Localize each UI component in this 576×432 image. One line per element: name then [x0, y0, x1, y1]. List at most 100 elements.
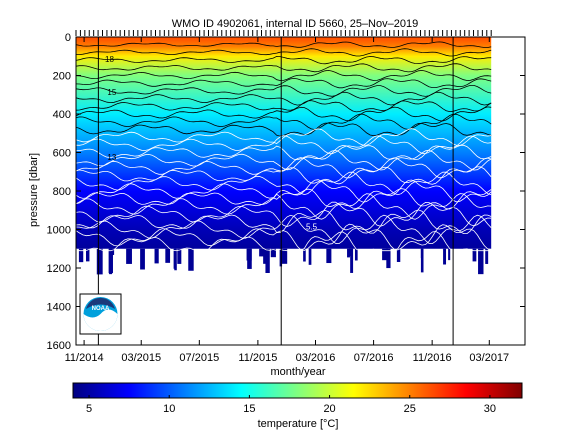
- x-axis-label: month/year: [270, 366, 325, 378]
- y-tick-label: 1000: [47, 225, 71, 237]
- svg-text:NOAA: NOAA: [92, 306, 110, 312]
- isotherm-line: [76, 85, 492, 97]
- colorbar-tick-label: 5: [86, 403, 92, 415]
- isotherm-line: [76, 41, 492, 48]
- x-tick-label: 03/2015: [121, 352, 161, 364]
- deep-profile: [396, 248, 401, 262]
- deep-profile: [485, 248, 489, 264]
- deep-profile: [350, 248, 354, 273]
- x-tick-label: 07/2016: [354, 352, 394, 364]
- colorbar-scale: [72, 382, 523, 399]
- section-fill: [76, 37, 492, 249]
- contour-label: 13: [107, 153, 116, 162]
- y-tick-label: 400: [53, 109, 71, 121]
- deep-profile: [472, 248, 477, 262]
- deep-profile: [188, 248, 194, 271]
- deep-profile: [443, 248, 447, 265]
- profile-tick-marks: [75, 30, 492, 36]
- isotherm-line: [76, 171, 492, 196]
- deep-profile: [96, 248, 103, 275]
- isotherm-line: [76, 157, 492, 179]
- contour-labels: 18 15 13 5.5: [105, 55, 318, 231]
- deep-profile: [126, 248, 132, 264]
- colorbar: 5 10 15 20 25 30 temperature [°C]: [72, 382, 523, 430]
- deep-profile: [308, 248, 312, 265]
- isotherm-line: [76, 223, 492, 251]
- deep-profile: [382, 248, 388, 261]
- deep-profile: [354, 248, 358, 261]
- colorbar-tick-label: 20: [323, 403, 335, 415]
- isotherm-line: [76, 91, 492, 106]
- y-axis: 0 200 400 600 800 1000 1200 1400 1600: [47, 32, 525, 352]
- isotherm-line: [76, 179, 492, 203]
- x-tick-label: 03/2016: [296, 352, 336, 364]
- isotherm-line: [76, 209, 492, 234]
- temperature-section: [76, 37, 492, 275]
- y-tick-label: 1600: [47, 340, 71, 352]
- isotherm-line: [76, 128, 492, 146]
- deep-profile: [448, 248, 451, 261]
- deep-profile: [265, 248, 270, 273]
- deep-profile: [478, 248, 484, 275]
- isotherm-line: [76, 113, 492, 130]
- y-tick-label: 800: [53, 186, 71, 198]
- isotherm-line: [76, 100, 492, 113]
- deep-profile: [420, 248, 424, 273]
- y-tick-label: 0: [65, 32, 71, 44]
- isotherm-line: [76, 63, 492, 73]
- deep-profile: [174, 248, 177, 271]
- deep-profile: [109, 248, 115, 255]
- x-tick-label: 11/2016: [413, 352, 452, 364]
- deep-profile: [86, 248, 90, 262]
- isotherm-line: [76, 193, 492, 220]
- deep-profile: [247, 248, 252, 269]
- contour-label: 5.5: [306, 223, 318, 232]
- y-tick-label: 1400: [47, 302, 71, 314]
- colorbar-ticks: 5 10 15 20 25 30: [86, 395, 496, 415]
- deep-profile: [177, 248, 182, 264]
- deep-profile: [270, 248, 276, 258]
- deep-profile: [165, 248, 171, 263]
- y-tick-label: 1200: [47, 263, 71, 275]
- isotherm-line: [76, 149, 492, 171]
- deep-profile: [140, 248, 145, 270]
- isotherm-line: [76, 230, 492, 252]
- colorbar-tick-label: 15: [243, 403, 255, 415]
- x-tick-label: 11/2014: [65, 352, 104, 364]
- isotherm-contours: [76, 41, 492, 252]
- isotherm-line: [76, 214, 492, 245]
- deep-profile: [386, 248, 391, 269]
- noaa-logo: NOAA: [79, 293, 122, 335]
- x-tick-label: 03/2017: [469, 352, 509, 364]
- colorbar-label: temperature [°C]: [258, 418, 339, 430]
- deep-profile: [303, 248, 306, 262]
- isotherm-line: [76, 166, 492, 185]
- deep-profile: [259, 248, 266, 257]
- x-tick-label: 11/2015: [238, 352, 277, 364]
- deep-profile: [281, 248, 288, 264]
- colorbar-tick-label: 10: [163, 403, 175, 415]
- isotherm-line: [76, 77, 492, 89]
- deep-profile: [78, 248, 84, 263]
- isotherm-line: [76, 188, 492, 210]
- x-axis: 11/2014 03/2015 07/2015 11/2015 03/2016 07/20…: [65, 37, 509, 364]
- isotherm-line: [76, 55, 492, 65]
- x-tick-label: 07/2015: [179, 352, 219, 364]
- deep-profile: [154, 248, 159, 264]
- isotherm-line: [76, 201, 492, 228]
- deep-profile: [326, 248, 332, 264]
- y-axis-label: pressure [dbar]: [28, 153, 40, 227]
- chart-title: WMO ID 4902061, internal ID 5660, 25–Nov…: [172, 18, 418, 30]
- y-tick-label: 200: [53, 71, 71, 83]
- y-tick-label: 600: [53, 148, 71, 160]
- isotherm-line: [76, 144, 492, 161]
- deep-profile: [109, 248, 113, 275]
- contour-label: 18: [105, 55, 114, 64]
- deep-profile: [347, 248, 350, 258]
- isotherm-line: [76, 106, 492, 122]
- isotherm-line: [76, 48, 492, 57]
- contour-label: 15: [107, 88, 116, 97]
- colorbar-tick-label: 30: [484, 403, 496, 415]
